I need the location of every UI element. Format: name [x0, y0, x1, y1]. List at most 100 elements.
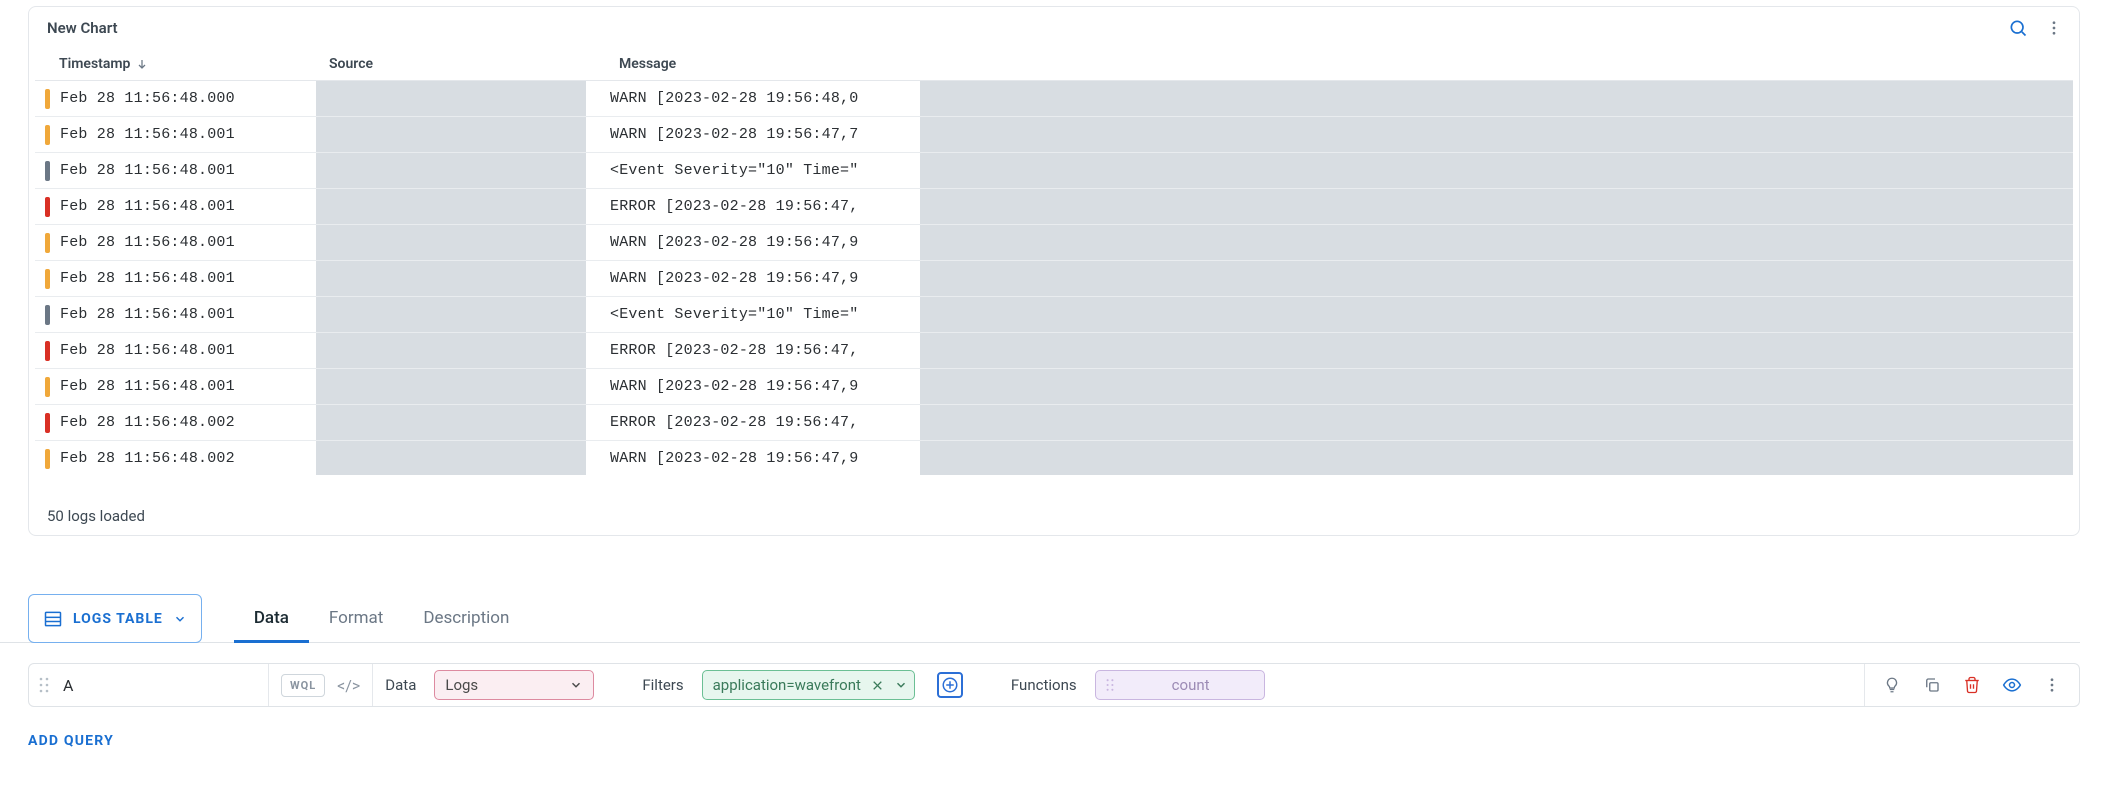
- cell-message-wrap: WARN [2023-02-28 19:56:47,9: [610, 225, 2073, 260]
- log-row[interactable]: Feb 28 11:56:48.001 WARN [2023-02-28 19:5…: [35, 225, 2073, 261]
- function-chip-text: count: [1172, 676, 1210, 694]
- cell-message-redacted: [920, 405, 2073, 440]
- cell-timestamp: Feb 28 11:56:48.001: [60, 234, 316, 251]
- log-rows: Feb 28 11:56:48.000WARN [2023-02-28 19:5…: [35, 81, 2073, 475]
- cell-message-redacted: [920, 297, 2073, 332]
- add-query-button[interactable]: ADD QUERY: [28, 733, 2080, 749]
- column-header-timestamp[interactable]: Timestamp: [59, 56, 329, 72]
- cell-source-redacted: [316, 81, 586, 116]
- cell-timestamp: Feb 28 11:56:48.001: [60, 198, 316, 215]
- log-row[interactable]: Feb 28 11:56:48.001 ERROR [2023-02-28 19:…: [35, 333, 2073, 369]
- log-row[interactable]: Feb 28 11:56:48.002 WARN [2023-02-28 19:5…: [35, 441, 2073, 475]
- log-row[interactable]: Feb 28 11:56:48.001 <Event Severity="10" …: [35, 297, 2073, 333]
- cell-message-redacted: [920, 261, 2073, 296]
- eye-icon[interactable]: [2001, 674, 2023, 696]
- log-row[interactable]: Feb 28 11:56:48.001 WARN [2023-02-28 19:5…: [35, 369, 2073, 405]
- chevron-down-icon: [173, 612, 187, 626]
- logs-status: 50 logs loaded: [29, 493, 2079, 535]
- query-name[interactable]: A: [63, 676, 73, 695]
- cell-message-redacted: [920, 225, 2073, 260]
- severity-indicator: [45, 233, 50, 253]
- log-row[interactable]: Feb 28 11:56:48.000WARN [2023-02-28 19:5…: [35, 81, 2073, 117]
- code-toggle-icon[interactable]: </>: [337, 676, 360, 695]
- cell-message-redacted: [920, 189, 2073, 224]
- cell-message-redacted: [920, 333, 2073, 368]
- cell-timestamp: Feb 28 11:56:48.001: [60, 342, 316, 359]
- drag-handle-icon[interactable]: [1106, 678, 1118, 692]
- log-row[interactable]: Feb 28 11:56:48.001 ERROR [2023-02-28 19:…: [35, 189, 2073, 225]
- cell-message-wrap: WARN [2023-02-28 19:56:48,0: [610, 81, 2073, 116]
- filter-chip[interactable]: application=wavefront: [702, 670, 915, 700]
- cell-message-wrap: <Event Severity="10" Time=": [610, 297, 2073, 332]
- cell-timestamp: Feb 28 11:56:48.002: [60, 450, 316, 467]
- column-header-source[interactable]: Source: [329, 56, 619, 72]
- copy-icon[interactable]: [1921, 674, 1943, 696]
- cell-message-redacted: [920, 369, 2073, 404]
- column-header-label: Timestamp: [59, 56, 130, 72]
- log-row[interactable]: Feb 28 11:56:48.002 ERROR [2023-02-28 19:…: [35, 405, 2073, 441]
- cell-message-redacted: [920, 81, 2073, 116]
- function-chip[interactable]: count: [1095, 670, 1265, 700]
- log-row[interactable]: Feb 28 11:56:48.001<Event Severity="10" …: [35, 153, 2073, 189]
- severity-indicator: [45, 305, 50, 325]
- query-row: A WQL </> Data Logs Filters application=…: [28, 663, 2080, 707]
- cell-message: WARN [2023-02-28 19:56:47,7: [610, 126, 920, 143]
- cell-message-wrap: ERROR [2023-02-28 19:56:47,: [610, 405, 2073, 440]
- cell-message-redacted: [920, 441, 2073, 475]
- cell-message-wrap: WARN [2023-02-28 19:56:47,9: [610, 369, 2073, 404]
- query-mode-segment: WQL </>: [269, 664, 373, 706]
- functions-label: Functions: [1011, 676, 1077, 694]
- logs-table: Timestamp Source Message Feb 28 11:56:48…: [29, 47, 2079, 493]
- cell-message-wrap: WARN [2023-02-28 19:56:47,9: [610, 441, 2073, 475]
- cell-message-wrap: ERROR [2023-02-28 19:56:47,: [610, 333, 2073, 368]
- cell-message: ERROR [2023-02-28 19:56:47,: [610, 198, 920, 215]
- cell-timestamp: Feb 28 11:56:48.001: [60, 306, 316, 323]
- lightbulb-icon[interactable]: [1881, 674, 1903, 696]
- query-name-segment: A: [29, 664, 269, 706]
- cell-message: <Event Severity="10" Time=": [610, 306, 920, 323]
- more-vertical-icon[interactable]: [2041, 674, 2063, 696]
- severity-indicator: [45, 377, 50, 397]
- cell-message-redacted: [920, 153, 2073, 188]
- severity-indicator: [45, 269, 50, 289]
- cell-timestamp: Feb 28 11:56:48.001: [60, 126, 316, 143]
- trash-icon[interactable]: [1961, 674, 1983, 696]
- more-vertical-icon[interactable]: [2043, 17, 2065, 39]
- cell-source-redacted: [316, 189, 586, 224]
- tab-data[interactable]: Data: [234, 594, 309, 643]
- data-source-chip[interactable]: Logs: [434, 670, 594, 700]
- chart-header-actions: [2007, 17, 2065, 39]
- cell-message: WARN [2023-02-28 19:56:47,9: [610, 378, 920, 395]
- cell-source-redacted: [316, 153, 586, 188]
- tab-description[interactable]: Description: [403, 594, 529, 643]
- data-source-value: Logs: [445, 676, 478, 694]
- cell-message-wrap: <Event Severity="10" Time=": [610, 153, 2073, 188]
- chevron-down-icon[interactable]: [894, 678, 908, 692]
- chart-card: New Chart Timestamp Source Mess: [28, 6, 2080, 536]
- chart-title: New Chart: [47, 19, 2007, 37]
- severity-indicator: [45, 413, 50, 433]
- cell-message: ERROR [2023-02-28 19:56:47,: [610, 342, 920, 359]
- log-row[interactable]: Feb 28 11:56:48.001WARN [2023-02-28 19:5…: [35, 261, 2073, 297]
- severity-indicator: [45, 125, 50, 145]
- chevron-down-icon: [569, 678, 583, 692]
- column-header-message[interactable]: Message: [619, 56, 2067, 72]
- cell-timestamp: Feb 28 11:56:48.001: [60, 378, 316, 395]
- visualization-selector[interactable]: LOGS TABLE: [28, 594, 202, 643]
- cell-source-redacted: [316, 369, 586, 404]
- search-icon[interactable]: [2007, 17, 2029, 39]
- cell-message: <Event Severity="10" Time=": [610, 162, 920, 179]
- add-filter-button[interactable]: [937, 672, 963, 698]
- table-icon: [43, 609, 63, 629]
- severity-indicator: [45, 89, 50, 109]
- column-headers: Timestamp Source Message: [35, 47, 2073, 81]
- tab-format[interactable]: Format: [309, 594, 403, 643]
- wql-badge[interactable]: WQL: [281, 674, 325, 697]
- cell-message: WARN [2023-02-28 19:56:47,9: [610, 450, 920, 467]
- drag-handle-icon[interactable]: [39, 677, 51, 693]
- cell-message: WARN [2023-02-28 19:56:48,0: [610, 90, 920, 107]
- cell-timestamp: Feb 28 11:56:48.002: [60, 414, 316, 431]
- filters-label: Filters: [642, 676, 683, 694]
- remove-filter-icon[interactable]: [871, 679, 884, 692]
- log-row[interactable]: Feb 28 11:56:48.001 WARN [2023-02-28 19:5…: [35, 117, 2073, 153]
